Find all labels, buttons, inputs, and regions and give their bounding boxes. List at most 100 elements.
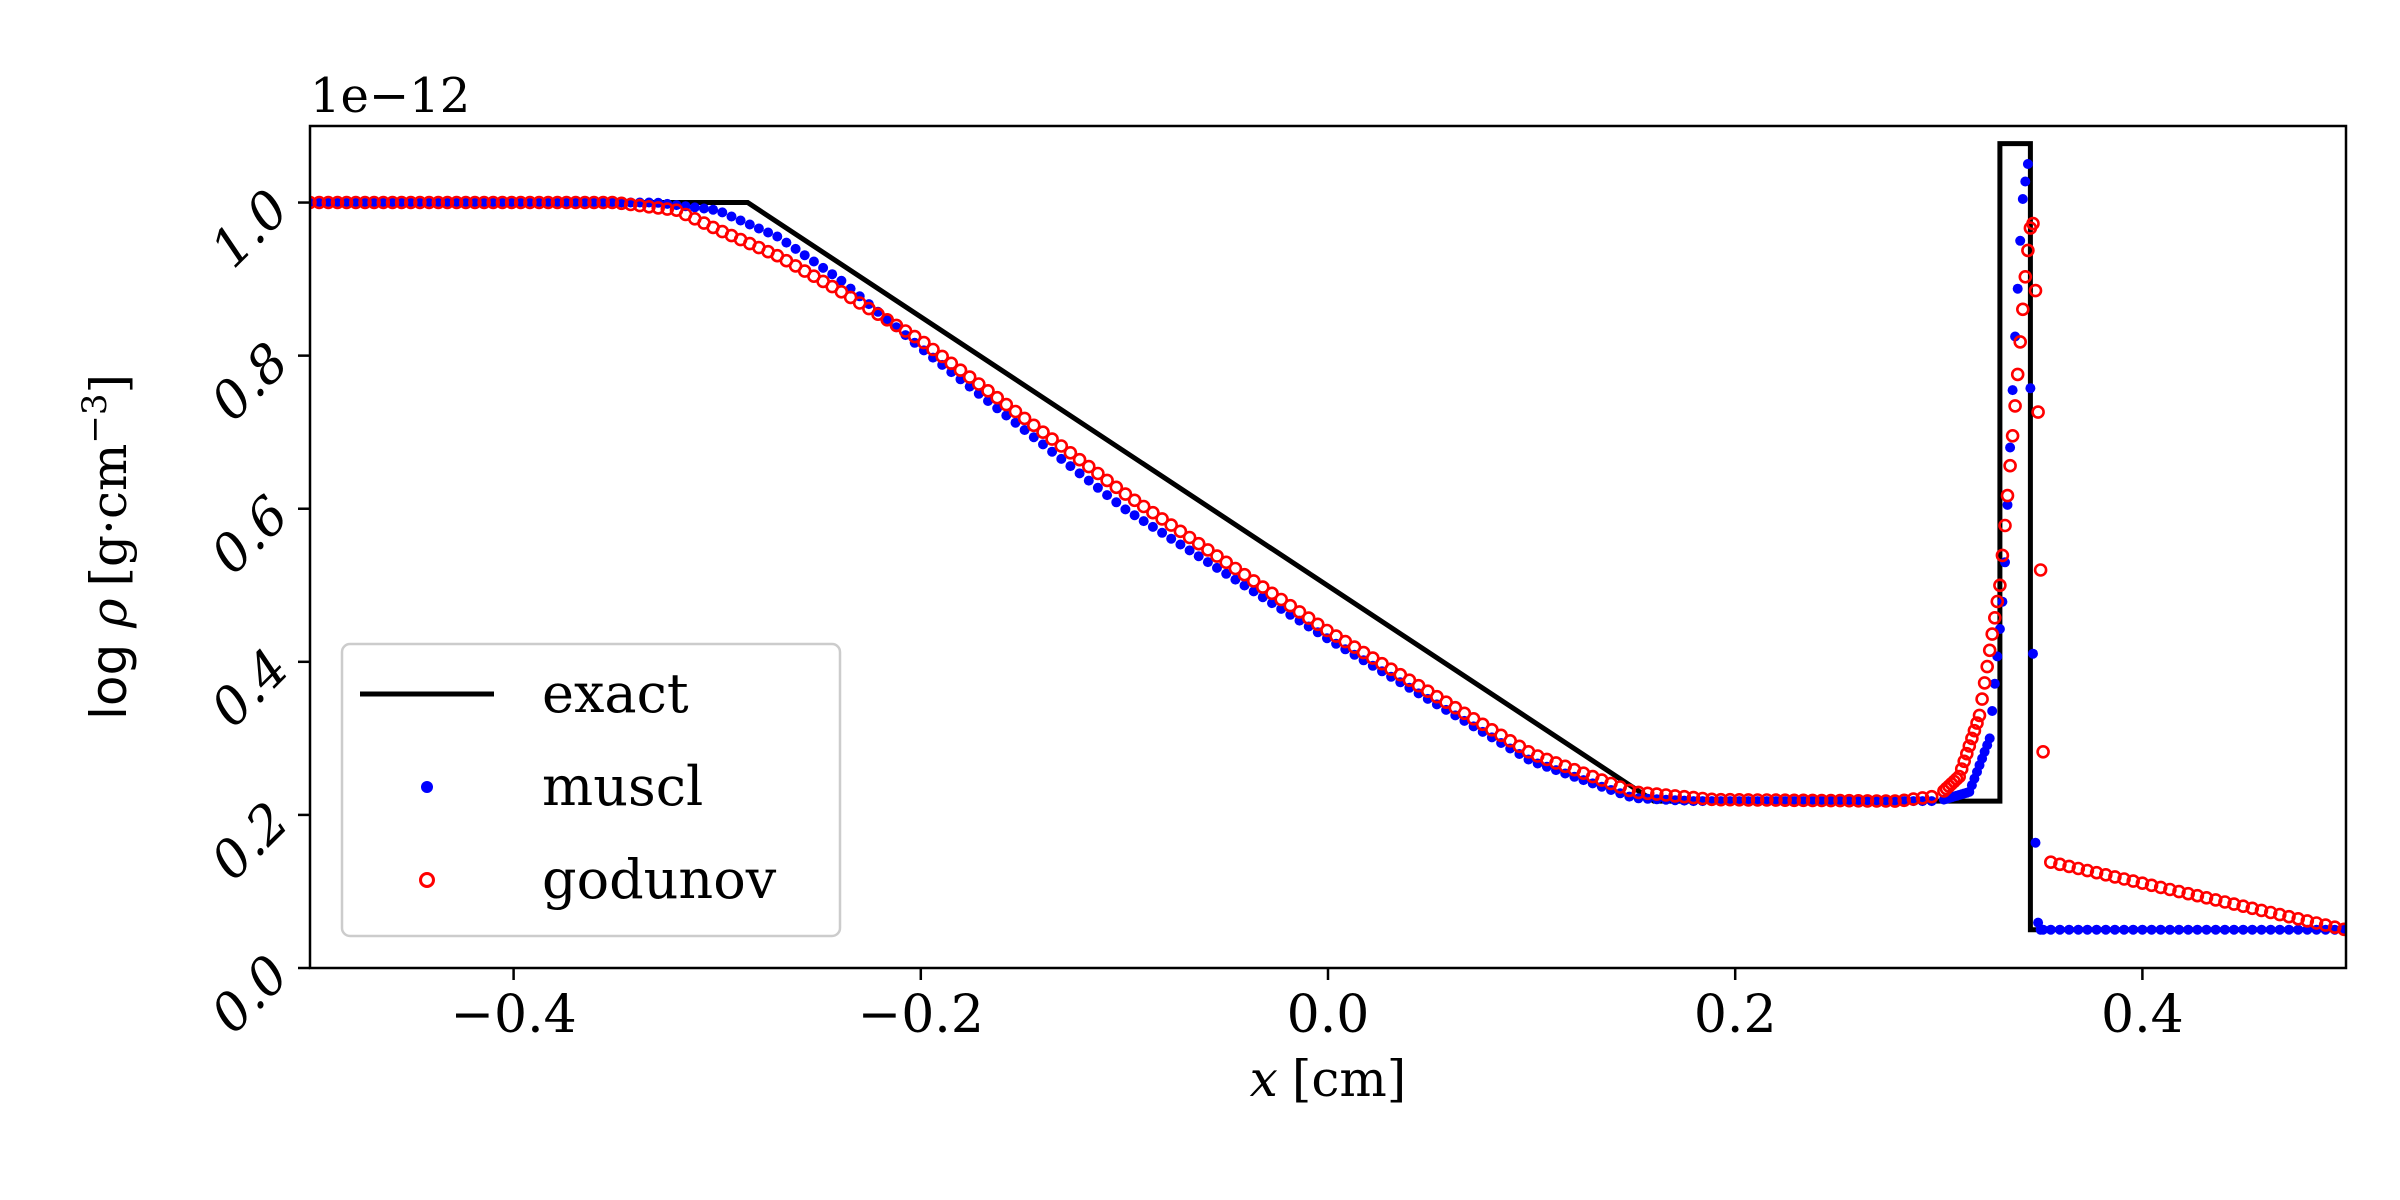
data-point-godunov: [1127, 493, 1142, 508]
data-point-godunov: [1650, 787, 1664, 801]
data-point-godunov: [2033, 563, 2048, 577]
data-point-godunov: [2021, 243, 2035, 258]
data-point-godunov: [2099, 867, 2113, 882]
data-point-muscl: [524, 197, 535, 208]
data-point-muscl: [2219, 924, 2230, 935]
data-point-godunov: [440, 195, 455, 210]
series-line-exact: [310, 141, 2346, 933]
data-point-muscl: [451, 197, 462, 208]
data-point-godunov: [413, 195, 427, 210]
data-point-godunov: [1677, 789, 1692, 804]
data-point-godunov: [486, 195, 501, 210]
data-point-muscl: [1010, 417, 1021, 428]
data-point-godunov: [971, 377, 986, 391]
data-point-godunov: [1949, 772, 1964, 786]
data-point-godunov: [1063, 445, 1078, 460]
data-point-muscl: [488, 197, 499, 208]
data-point-godunov: [1640, 786, 1655, 801]
data-point-godunov: [1219, 555, 1233, 570]
data-point-muscl: [2137, 924, 2148, 935]
data-point-godunov: [321, 195, 336, 210]
data-point-godunov: [1054, 439, 1069, 453]
data-point-muscl: [433, 197, 444, 208]
data-point-godunov: [339, 195, 354, 210]
data-point-muscl: [414, 197, 425, 208]
data-point-godunov: [651, 201, 666, 215]
data-point-godunov: [1705, 792, 1719, 807]
legend-label-godunov: godunov: [542, 848, 777, 911]
legend: exact muscl godunov: [340, 642, 842, 938]
data-point-godunov: [1814, 793, 1829, 808]
data-point-godunov: [532, 195, 546, 210]
data-point-muscl: [2007, 385, 2018, 396]
data-point-godunov: [917, 335, 931, 350]
data-point-muscl: [2284, 924, 2294, 935]
data-point-godunov: [1982, 643, 1997, 658]
legend-label-exact: exact: [542, 662, 689, 725]
data-point-muscl: [2022, 159, 2033, 169]
data-point-godunov: [1796, 793, 1811, 808]
data-point-godunov: [376, 195, 391, 210]
y-axis-label-unit-close: ]: [80, 374, 138, 394]
data-point-godunov: [568, 195, 583, 210]
data-point-godunov: [1760, 793, 1774, 807]
data-point-muscl: [2005, 442, 2016, 453]
data-point-muscl: [1871, 796, 1882, 807]
data-point-muscl: [1074, 468, 1085, 479]
data-point-godunov: [1622, 783, 1637, 798]
data-point-muscl: [552, 197, 563, 208]
data-point-godunov: [2028, 283, 2043, 298]
data-point-godunov: [1924, 789, 1939, 804]
data-point-godunov: [1990, 594, 2005, 609]
data-point-muscl: [442, 197, 453, 208]
data-point-muscl: [1816, 796, 1827, 807]
data-point-godunov: [614, 196, 629, 211]
data-point-godunov: [1668, 789, 1682, 803]
data-point-muscl: [2238, 924, 2249, 935]
data-point-godunov: [935, 349, 950, 364]
y-axis-label-prefix: log: [80, 628, 138, 720]
data-point-muscl: [2109, 924, 2120, 935]
data-point-godunov: [1136, 499, 1151, 514]
data-point-godunov: [523, 195, 537, 210]
data-point-godunov: [1805, 793, 1820, 808]
data-point-muscl: [1028, 432, 1039, 443]
data-point-godunov: [1631, 785, 1646, 800]
data-point-muscl: [460, 197, 471, 208]
data-point-godunov: [1265, 586, 1279, 601]
data-point-godunov: [605, 195, 620, 210]
data-point-godunov: [1750, 793, 1765, 807]
data-point-muscl: [598, 197, 609, 208]
data-point-godunov: [2263, 905, 2278, 920]
data-point-godunov: [477, 195, 491, 210]
data-point-godunov: [1995, 548, 2010, 563]
data-point-godunov: [1732, 792, 1747, 807]
data-point-godunov: [431, 195, 446, 210]
data-point-muscl: [2010, 331, 2021, 342]
x-tick-label: −0.4: [450, 985, 576, 1045]
data-point-godunov: [1017, 411, 1032, 426]
data-point-godunov: [1109, 480, 1124, 495]
data-point-muscl: [1047, 446, 1058, 457]
data-point-godunov: [2144, 878, 2159, 893]
data-point-muscl: [735, 215, 746, 226]
data-point-muscl: [790, 243, 801, 254]
data-point-godunov: [1301, 611, 1316, 625]
data-point-muscl: [607, 197, 618, 208]
data-point-godunov: [578, 195, 592, 210]
data-point-muscl: [1138, 516, 1149, 527]
data-point-muscl: [1092, 482, 1103, 493]
data-point-muscl: [2100, 924, 2111, 935]
x-tick-label: 0.0: [1287, 985, 1370, 1045]
data-point-muscl: [543, 197, 554, 208]
data-point-muscl: [818, 262, 829, 273]
data-point-muscl: [1102, 490, 1113, 501]
x-axis-label-var: x: [1250, 1050, 1278, 1108]
data-point-godunov: [1975, 692, 1989, 706]
data-point-godunov: [2010, 367, 2025, 382]
data-point-godunov: [1988, 610, 2002, 625]
data-point-godunov: [1292, 605, 1307, 619]
data-point-godunov: [449, 195, 464, 210]
data-point-muscl: [579, 197, 590, 208]
data-point-muscl: [589, 197, 599, 208]
